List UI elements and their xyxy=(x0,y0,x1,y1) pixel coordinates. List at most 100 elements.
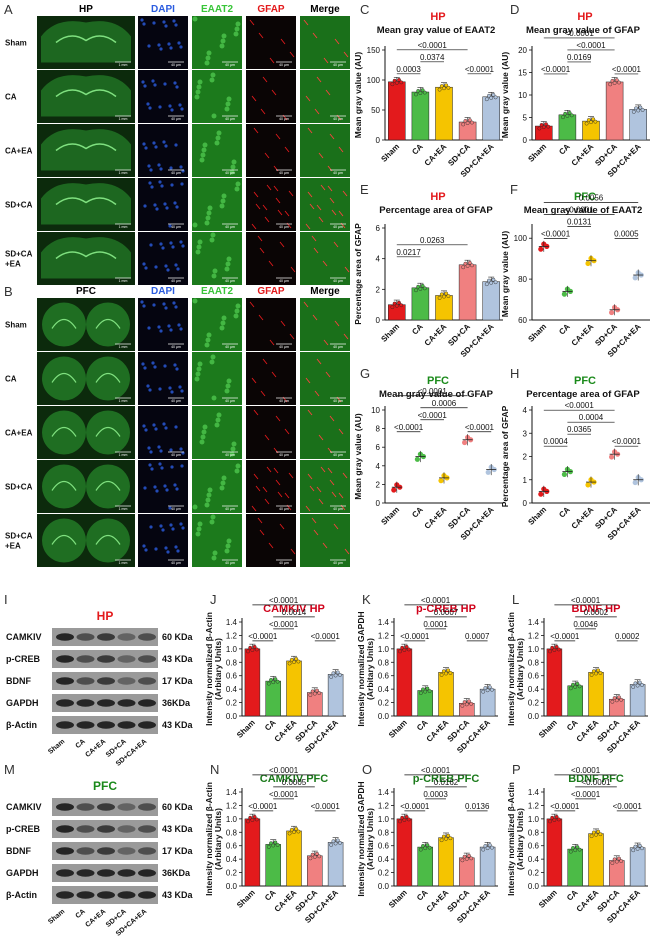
brain-tissue xyxy=(41,129,131,171)
p-value-label: <0.0001 xyxy=(269,790,299,799)
scale-bar-label: 40 μm xyxy=(333,399,343,403)
data-point xyxy=(335,670,340,675)
eaat2-signal xyxy=(204,220,210,226)
y-tick-label: 0.0 xyxy=(528,882,540,891)
brain-tissue xyxy=(86,356,130,401)
merge-signal xyxy=(311,517,317,524)
nucleus-dot xyxy=(164,306,168,310)
data-point xyxy=(404,644,409,649)
p-value-label: <0.0001 xyxy=(421,596,451,605)
gfap-signal xyxy=(253,127,259,134)
nucleus-dot xyxy=(158,462,162,466)
dapi-image xyxy=(138,124,188,177)
bar xyxy=(588,833,604,887)
scale-bar-label: 40 μm xyxy=(279,399,289,403)
nucleus-dot xyxy=(159,449,163,453)
nucleus-dot xyxy=(140,18,144,22)
kda-label: 36KDa xyxy=(162,698,191,708)
data-point xyxy=(421,687,425,692)
gfap-signal xyxy=(257,517,263,524)
nucleus-dot xyxy=(164,546,168,550)
column-header: EAAT2 xyxy=(201,4,233,15)
eaat2-signal xyxy=(192,16,198,22)
data-point xyxy=(481,689,486,694)
data-point xyxy=(484,97,489,102)
row-label: SD+CA xyxy=(5,250,33,259)
eaat2-signal xyxy=(209,519,215,525)
chart-f: PFC Mean gray value of EAAT2 60 80 100 Mean g… xyxy=(500,191,650,359)
blot-band xyxy=(56,869,74,877)
eaat2-signal xyxy=(235,21,241,27)
eaat2-signal xyxy=(226,378,232,384)
data-point xyxy=(614,78,619,82)
eaat2-signal xyxy=(226,96,232,102)
chart-subtitle: Mean gray value of GFAP xyxy=(379,389,494,400)
nucleus-dot xyxy=(168,104,172,108)
y-tick-label: 1.4 xyxy=(528,788,540,797)
blot-band xyxy=(138,633,156,641)
brain-tissue xyxy=(41,21,131,63)
data-point xyxy=(550,815,555,820)
nucleus-dot xyxy=(179,327,183,331)
merge-image xyxy=(300,70,350,123)
y-tick-label: 0.4 xyxy=(226,685,238,694)
kda-label: 60 KDa xyxy=(162,802,194,812)
data-point xyxy=(633,844,638,849)
scale-bar-label: 40 μm xyxy=(171,171,181,175)
nucleus-dot xyxy=(162,422,166,426)
data-point xyxy=(538,246,544,252)
p-value-label: 0.0374 xyxy=(420,53,445,62)
data-point xyxy=(612,81,617,85)
data-point xyxy=(577,684,582,689)
merge-signal xyxy=(316,358,322,365)
data-point xyxy=(250,818,255,822)
x-tick-label: CA xyxy=(410,322,425,337)
data-point xyxy=(571,846,575,850)
data-point xyxy=(612,857,617,862)
nucleus-dot xyxy=(177,323,181,327)
eaat2-signal xyxy=(214,422,220,428)
nucleus-dot xyxy=(173,483,177,487)
data-point xyxy=(589,834,594,839)
data-point xyxy=(406,817,411,822)
blot-band xyxy=(117,721,136,729)
x-tick-label: CA xyxy=(415,888,430,903)
data-point xyxy=(422,90,427,95)
nucleus-dot xyxy=(153,203,157,207)
data-point xyxy=(614,698,619,703)
p-value-label: 0.0169 xyxy=(567,53,592,62)
cortex-outline xyxy=(51,426,121,437)
data-point xyxy=(548,819,552,824)
data-point xyxy=(246,649,250,654)
bar xyxy=(438,837,454,887)
nucleus-dot xyxy=(148,181,152,185)
y-tick-label: 5 xyxy=(523,114,528,123)
data-point xyxy=(537,126,542,131)
eaat2-signal xyxy=(202,142,208,148)
p-value-label: 0.0004 xyxy=(579,413,604,422)
blot-band xyxy=(97,699,115,707)
data-point xyxy=(292,660,296,664)
protein-label: β-Actin xyxy=(6,720,37,730)
data-point xyxy=(338,673,342,677)
bar xyxy=(546,818,563,887)
nucleus-dot xyxy=(141,362,145,366)
merge-signal xyxy=(313,247,319,254)
nucleus-dot xyxy=(179,165,183,169)
gfap-signal xyxy=(253,191,259,198)
p-value-label: <0.0001 xyxy=(465,65,495,74)
chart-h: PFC Percentage area of GFAP 0 1 2 3 4 Percentag… xyxy=(500,375,650,542)
merge-signal xyxy=(333,241,339,248)
data-point xyxy=(421,844,425,848)
y-axis-label: Percentage area of GFAP xyxy=(353,223,363,325)
data-point xyxy=(461,122,466,127)
p-value-label: 0.0365 xyxy=(567,425,592,434)
data-point xyxy=(483,844,488,848)
data-point xyxy=(246,819,250,824)
merge-signal xyxy=(318,216,324,223)
y-tick-label: 1 xyxy=(523,476,528,485)
data-point xyxy=(640,846,644,851)
gfap-image xyxy=(246,232,296,285)
merge-signal xyxy=(318,498,324,505)
nucleus-dot xyxy=(150,467,154,471)
